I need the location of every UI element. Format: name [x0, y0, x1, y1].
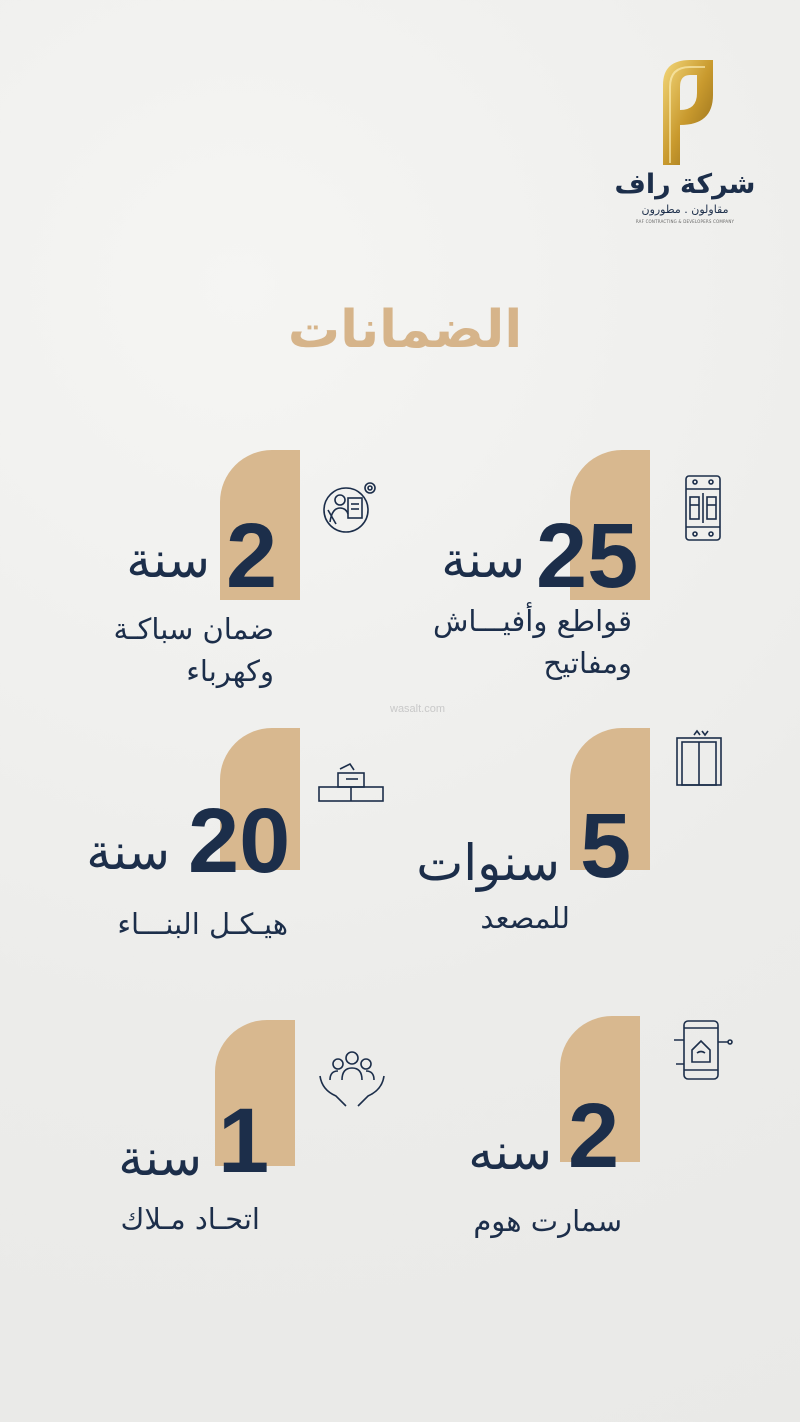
description-line: وكهرباء	[186, 654, 274, 688]
plumber-electrician-icon	[323, 482, 376, 533]
warranty-unit: سنوات	[416, 834, 560, 892]
warranty-unit: سنه	[468, 1123, 552, 1181]
company-logo: شركة راف مقاولون . مطورون RAF CONTRACTIN…	[610, 55, 760, 224]
description-line: سمارت هوم	[473, 1204, 622, 1238]
description-line: هيـكـل البنـــاء	[117, 907, 288, 941]
warranty-unit: سنة	[118, 1129, 202, 1187]
description-line: للمصعد	[480, 901, 570, 935]
accent-shape	[570, 728, 650, 870]
warranty-unit: سنة	[441, 531, 525, 589]
owners-union-icon	[319, 1051, 385, 1107]
accent-shape	[215, 1020, 295, 1166]
page-title: الضمانات	[287, 300, 523, 360]
accent-shape	[220, 728, 300, 870]
description-line: اتحـاد مـلاك	[120, 1202, 260, 1236]
circuit-breaker-icon	[685, 475, 721, 541]
warranty-description: للمصعد	[300, 897, 570, 939]
warranty-number: 2	[568, 1085, 620, 1187]
raf-logo-mark-icon	[663, 60, 713, 165]
warranty-number: 25	[536, 505, 639, 607]
accent-shape	[220, 450, 300, 600]
watermark: wasalt.com	[390, 703, 446, 715]
warranty-number: 1	[218, 1090, 270, 1192]
warranty-description: هيـكـل البنـــاء	[0, 903, 288, 945]
company-english-name: RAF CONTRACTING & DEVELOPERS COMPANY	[635, 219, 735, 224]
warranty-description: سمارت هوم	[300, 1200, 622, 1242]
warranty-number: 5	[580, 795, 632, 897]
company-tagline: مقاولون . مطورون	[641, 203, 729, 216]
warranty-unit: سنة	[126, 531, 210, 589]
elevator-icon	[676, 729, 722, 786]
accent-shape	[570, 450, 650, 600]
warranty-unit: سنة	[86, 823, 170, 881]
description-line: ضمان سباكـة	[113, 612, 274, 646]
company-name: شركة راف	[614, 169, 756, 200]
warranty-description: اتحـاد مـلاك	[0, 1198, 260, 1240]
warranty-description: قواطع وأفيـــاش ومفاتيح	[330, 600, 632, 684]
warranty-description: ضمان سباكـة وكهرباء	[0, 608, 274, 692]
description-line: ومفاتيح	[543, 646, 632, 680]
smart-home-icon	[674, 1020, 733, 1080]
building-structure-icon	[318, 762, 384, 802]
warranty-number: 2	[226, 505, 278, 607]
accent-shape	[560, 1016, 640, 1162]
warranty-number: 20	[188, 790, 291, 892]
description-line: قواطع وأفيـــاش	[432, 604, 632, 638]
